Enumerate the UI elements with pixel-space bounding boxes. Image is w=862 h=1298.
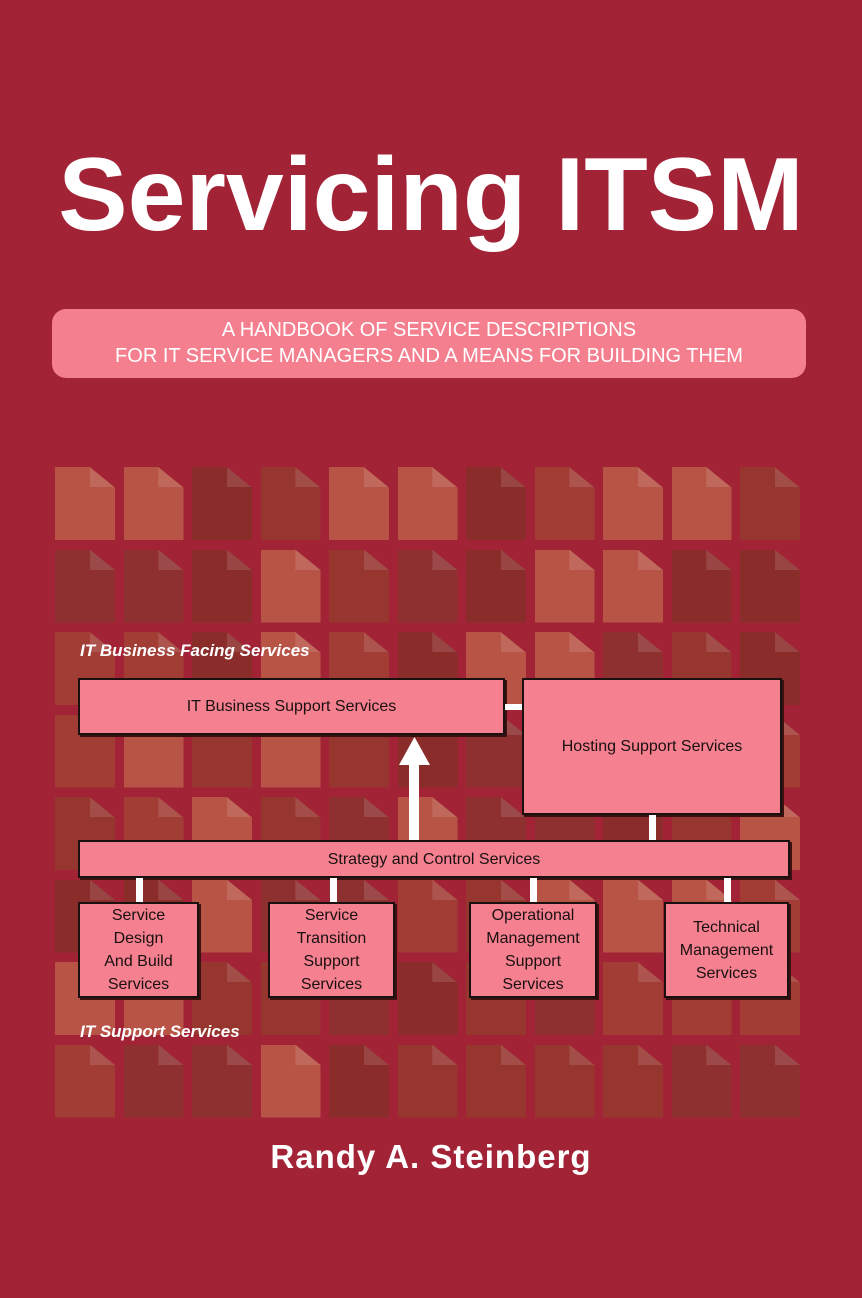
technical-management-box: Technical Management Services [664, 902, 789, 998]
it-business-support-box: IT Business Support Services [78, 678, 505, 735]
document-tile [397, 962, 458, 1035]
document-tile [466, 1044, 526, 1118]
arrow-shaft [409, 762, 419, 840]
connector [649, 815, 656, 840]
document-tile [55, 549, 115, 623]
document-tile [397, 1044, 458, 1118]
subtitle-banner: A HANDBOOK OF SERVICE DESCRIPTIONS FOR I… [52, 309, 806, 378]
document-tile [671, 549, 732, 623]
support-services-label: IT Support Services [80, 1022, 240, 1041]
document-tile [260, 467, 321, 540]
document-tile [55, 467, 115, 540]
document-tile [671, 467, 732, 540]
author-name: Randy A. Steinberg [270, 1138, 592, 1175]
document-tile [466, 467, 526, 540]
document-tile [329, 549, 389, 623]
document-tile [740, 549, 800, 623]
service-design-box: Service Design And Build Services [78, 902, 199, 998]
document-tile [466, 549, 526, 623]
document-tile [329, 467, 389, 540]
connector [530, 878, 537, 902]
document-tile [534, 1044, 595, 1118]
document-tile [740, 1044, 800, 1118]
book-title: Servicing ITSM [0, 120, 862, 270]
connector [505, 704, 522, 710]
document-tile [260, 1044, 321, 1118]
connector [724, 878, 731, 902]
document-tile [192, 879, 252, 953]
document-tile [260, 549, 321, 623]
document-tile [397, 549, 458, 623]
document-tile [123, 467, 184, 540]
document-tile [603, 962, 663, 1035]
subtitle-line-1: A HANDBOOK OF SERVICE DESCRIPTIONS [221, 319, 637, 341]
business-facing-label: IT Business Facing Services [80, 641, 310, 660]
document-tile [603, 1044, 663, 1118]
hosting-support-box: Hosting Support Services [522, 678, 782, 815]
service-transition-box: Service Transition Support Services [268, 902, 395, 998]
subtitle-line-2: FOR IT SERVICE MANAGERS AND A MEANS FOR … [115, 345, 743, 367]
document-tile [534, 467, 595, 540]
document-tile [603, 467, 663, 540]
strategy-control-box: Strategy and Control Services [78, 840, 790, 878]
document-tile [603, 879, 663, 953]
document-tile [534, 549, 595, 623]
document-tile [740, 467, 800, 540]
document-tile [123, 549, 184, 623]
connector [136, 878, 143, 902]
document-tile [671, 1044, 732, 1118]
book-title-text: Servicing ITSM [58, 137, 804, 253]
document-tile [192, 467, 252, 540]
document-tile [397, 879, 458, 953]
document-tile [192, 549, 252, 623]
document-tile [397, 467, 458, 540]
document-tile [329, 1044, 389, 1118]
connector [330, 878, 337, 902]
document-tile [55, 1044, 115, 1118]
document-tile [123, 1044, 184, 1118]
document-tile [192, 1044, 252, 1118]
operational-management-box: Operational Management Support Services [469, 902, 597, 998]
document-tile [603, 549, 663, 623]
